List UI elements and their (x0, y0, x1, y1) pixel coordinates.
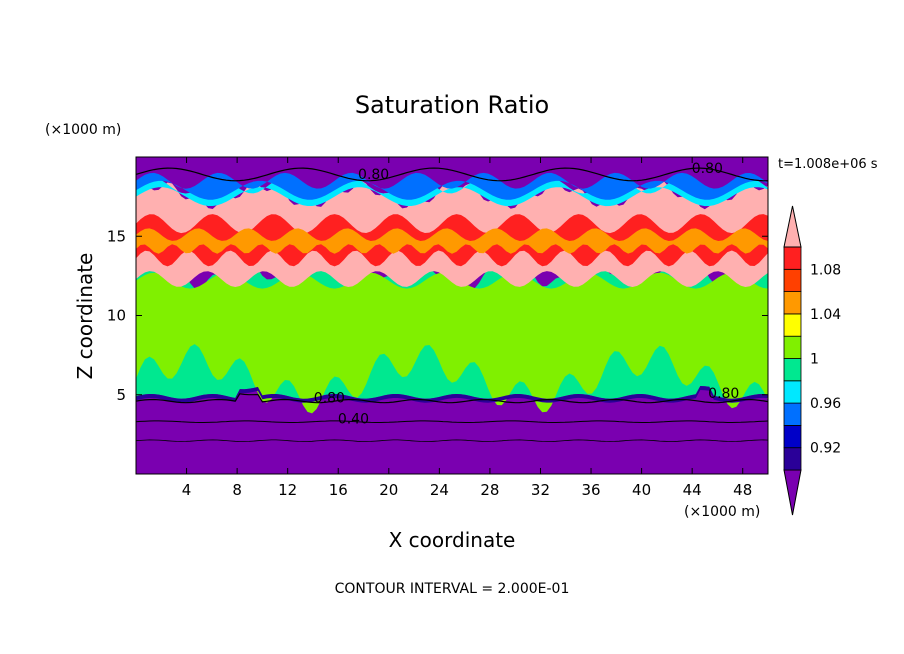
colorbar-swatch (783, 402, 802, 426)
x-tick-label: 44 (683, 481, 702, 499)
x-tick-label: 36 (581, 481, 600, 499)
y-tick-label: 5 (116, 386, 126, 404)
contour-label: 0.80 (358, 167, 389, 183)
x-tick-label: 32 (531, 481, 550, 499)
colorbar: 0.92 0.96 1 1.04 1.08 (783, 205, 841, 516)
x-tick-label: 12 (278, 481, 297, 499)
colorbar-tick-label: 1 (810, 352, 819, 368)
supersat-layer (136, 272, 768, 414)
colorbar-swatch (783, 268, 802, 292)
x-tick-label: 4 (182, 481, 192, 499)
x-unit-label: (×1000 m) (684, 504, 760, 520)
colorbar-low-arrow (783, 469, 802, 516)
y-axis-label: Z coordinate (73, 253, 97, 380)
colorbar-tick-label: 1.04 (810, 307, 841, 323)
contour-label: 0.80 (314, 391, 345, 407)
inversion-band (136, 386, 768, 403)
colorbar-swatch (783, 380, 802, 404)
x-tick-label: 20 (379, 481, 398, 499)
lower-purple (136, 413, 768, 435)
x-axis-label: X coordinate (389, 528, 516, 552)
contour-080-top (136, 167, 768, 182)
colorbar-swatch (783, 424, 802, 449)
x-tick-label: 24 (430, 481, 449, 499)
time-label: t=1.008e+06 s (778, 157, 878, 172)
colorbar-tick-label: 1.08 (810, 262, 841, 278)
contour-label: 0.40 (338, 411, 369, 427)
x-tick-label: 48 (733, 481, 752, 499)
colorbar-tick-label: 0.92 (810, 441, 841, 457)
y-tick-label: 15 (107, 227, 126, 245)
contour-label: 0.80 (692, 161, 723, 177)
x-tick-label: 16 (329, 481, 348, 499)
y-tick-label: 10 (107, 307, 126, 325)
field-layers (136, 157, 768, 474)
colorbar-swatch (783, 313, 802, 337)
contour-low (136, 439, 768, 442)
contour-label: 0.80 (708, 386, 739, 402)
chart-title: Saturation Ratio (355, 91, 549, 119)
plot-area: 0.80 0.800.80 0.800.404 8 12 16 20 24 28 32 36 40 44… (107, 156, 769, 499)
contour-040 (136, 420, 768, 423)
x-tick-label: 28 (480, 481, 499, 499)
colorbar-tick-label: 0.96 (810, 396, 841, 412)
x-tick-label: 8 (232, 481, 242, 499)
contour-080-low (136, 393, 768, 404)
x-tick-label: 40 (632, 481, 651, 499)
contour-interval-note: CONTOUR INTERVAL = 2.000E-01 (335, 581, 570, 597)
colorbar-swatch (783, 358, 802, 382)
colorbar-swatch (783, 335, 802, 359)
upper-cloud-orange (136, 228, 768, 254)
colorbar-swatch (783, 291, 802, 315)
colorbar-swatch (783, 447, 802, 471)
colorbar-swatch (783, 246, 802, 270)
y-unit-label: (×1000 m) (45, 122, 121, 138)
colorbar-high-arrow (783, 205, 802, 248)
blue-edge (136, 172, 768, 200)
